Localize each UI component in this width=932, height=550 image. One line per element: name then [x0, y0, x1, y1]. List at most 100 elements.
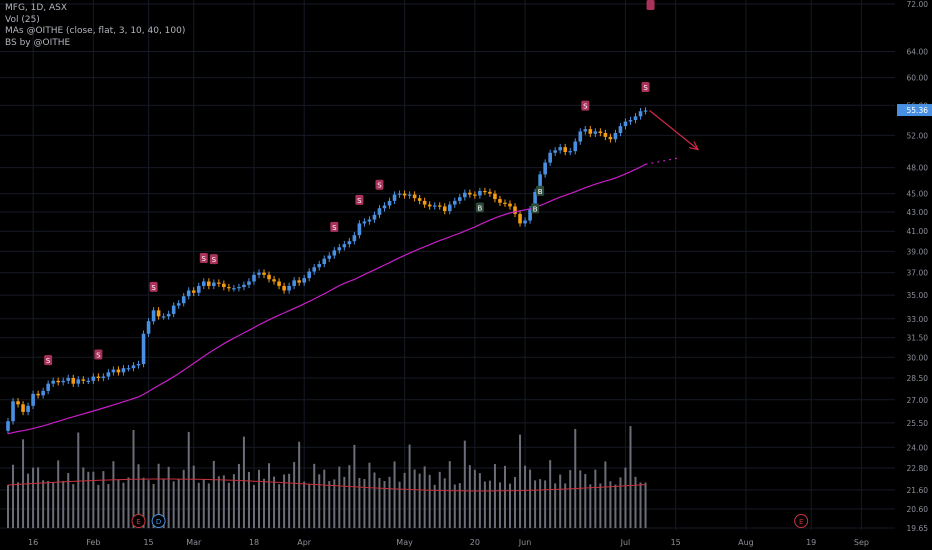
candle-body	[452, 200, 457, 205]
buy-signal-badge	[536, 185, 545, 196]
candle-body	[498, 199, 502, 203]
volume-bar	[473, 469, 476, 528]
volume-bar	[503, 465, 506, 528]
price-axis[interactable]: 72.0064.0060.0056.0052.0048.0045.0043.00…	[897, 0, 932, 533]
sell-signal-badge	[581, 100, 590, 111]
price-tick-label: 19.65	[907, 524, 929, 533]
candle-body	[402, 193, 407, 196]
candle-body	[503, 202, 507, 204]
volume-bar	[147, 480, 150, 528]
time-axis[interactable]: 16 Feb 15 Mar 18 Apr May 20 Jun Jul 15 Aug 19 Sep E D E	[28, 514, 869, 548]
volume-bar	[443, 478, 446, 528]
candle-body	[633, 116, 638, 121]
volume-bar	[453, 484, 456, 528]
volume-bar	[328, 481, 331, 528]
legend-symbol[interactable]: MFG, 1D, ASX	[5, 3, 68, 13]
time-tick-label: Jun	[518, 538, 532, 547]
price-tick-label: 31.50	[907, 334, 929, 343]
candle-body	[598, 131, 603, 133]
candle-body	[578, 131, 583, 142]
sell-signal-label: S	[96, 351, 101, 359]
sell-signal-label: S	[202, 255, 207, 263]
volume-bar	[589, 484, 592, 528]
volume-bar	[609, 481, 612, 528]
candle-body	[267, 274, 271, 280]
candle-body	[217, 282, 221, 284]
volume-bar	[629, 426, 632, 528]
price-tick-label: 37.00	[907, 269, 929, 278]
volume-bar	[524, 465, 527, 528]
candle-body	[397, 193, 402, 195]
time-tick-label: 15	[671, 538, 681, 547]
price-tick-label: 43.00	[907, 208, 929, 217]
volume-bar	[423, 466, 426, 528]
candle-body	[96, 376, 101, 378]
price-tick-label: 35.00	[907, 291, 929, 300]
candle-body	[282, 285, 286, 291]
candle-body	[61, 380, 66, 383]
time-tick-label: 15	[143, 538, 153, 547]
legend-volume[interactable]: Vol (25)	[5, 14, 40, 25]
volume-bar	[137, 464, 140, 528]
volume-bar	[478, 473, 481, 528]
sell-signal-badge	[375, 179, 384, 190]
volume-bar	[12, 464, 15, 528]
legend-moving-averages[interactable]: MAs @OITHE (close, flat, 3, 10, 40, 100)	[5, 26, 186, 36]
volume-bar	[318, 474, 321, 528]
event-marker	[151, 514, 166, 528]
candle-body	[207, 281, 211, 286]
candle-body	[292, 280, 296, 286]
volume-bar	[393, 461, 396, 528]
volume-bar	[42, 480, 45, 528]
candle-body	[488, 191, 492, 194]
volume-bar	[438, 471, 441, 528]
volume-bar	[107, 484, 110, 528]
sell-signal-label: S	[212, 256, 217, 264]
candle-body	[427, 204, 432, 207]
candle-body	[91, 376, 96, 381]
volume-bar	[87, 471, 90, 528]
drawing-tools	[649, 110, 700, 151]
candle-body	[553, 150, 557, 153]
candle-body	[382, 205, 387, 209]
volume-bar	[102, 471, 105, 528]
price-tick-label: 27.00	[907, 396, 929, 405]
event-marker	[131, 514, 146, 528]
candle-body	[628, 120, 633, 122]
volume-bar	[544, 480, 547, 528]
candle-body	[442, 206, 447, 212]
price-tick-label: 64.00	[907, 48, 929, 57]
grid-lines	[0, 0, 895, 530]
volume-bar	[554, 483, 557, 528]
sell-signal-label: S	[46, 357, 51, 365]
volume-bar	[32, 467, 35, 528]
sell-signal-label: S	[377, 182, 382, 190]
candle-body	[146, 321, 151, 334]
candle-body	[277, 281, 281, 286]
candle-body	[327, 255, 332, 259]
volume-bar	[242, 436, 245, 528]
candlestick-series	[6, 107, 648, 435]
volume-bar	[222, 475, 225, 528]
candle-body	[332, 250, 337, 256]
volume-ma-line	[7, 478, 646, 492]
volume-bar	[17, 482, 20, 528]
candle-body	[437, 205, 442, 207]
volume-bar	[57, 460, 60, 528]
candle-body	[583, 129, 588, 132]
volume-bar	[232, 474, 235, 528]
candle-body	[247, 281, 251, 285]
volume-pane	[7, 426, 647, 528]
volume-bar	[37, 467, 40, 528]
volume-bar	[172, 481, 175, 528]
sell-signal-label: S	[643, 84, 648, 92]
candle-body	[548, 152, 552, 163]
candle-body	[432, 205, 437, 207]
candle-body	[141, 333, 146, 365]
price-tick-label: 33.00	[907, 315, 929, 324]
legend-buy-sell[interactable]: BS by @OITHE	[5, 37, 71, 48]
volume-bar	[227, 482, 230, 528]
price-tick-label: 39.00	[907, 247, 929, 256]
ma-line	[7, 163, 646, 435]
